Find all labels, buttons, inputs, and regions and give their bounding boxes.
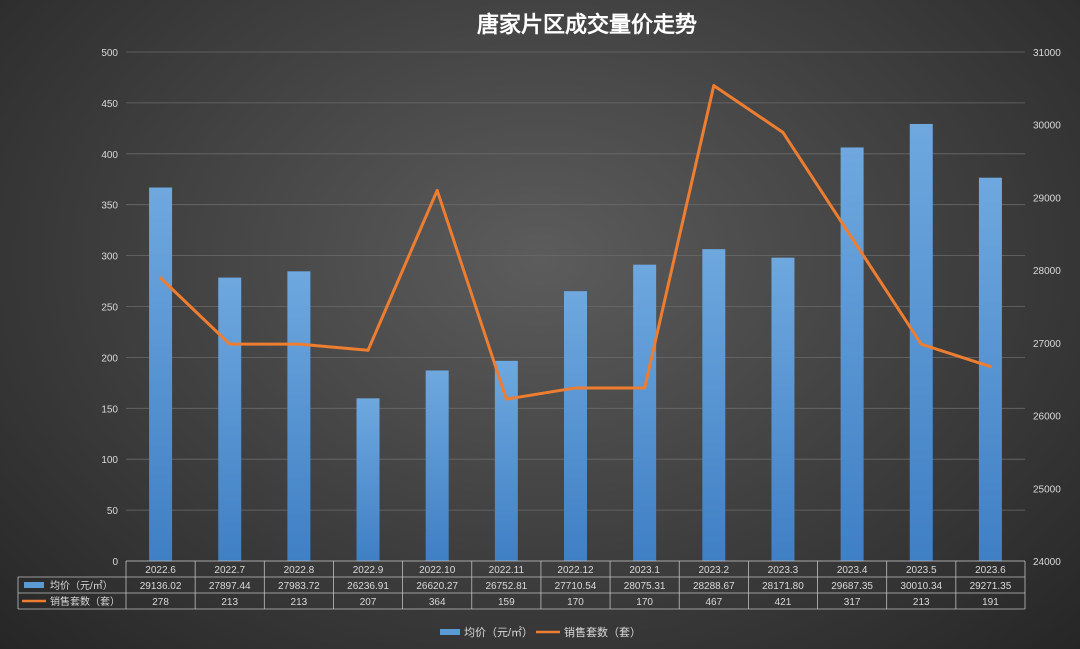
right-tick-7: 31000 [1033,48,1061,59]
left-tick-5: 250 [101,303,118,314]
table-series-name-line: 销售套数（套） [50,595,120,608]
category-label-1: 2022.7 [214,565,245,576]
price-value-2: 27983.72 [278,581,320,592]
price-value-9: 28171.80 [762,581,804,592]
category-label-2: 2022.8 [284,565,315,576]
price-value-5: 26752.81 [485,581,527,592]
bar-2023.3 [771,257,795,561]
count-value-2: 213 [291,597,308,608]
table-bar-key [24,582,44,588]
data-table: 2022.6 2022.7 2022.8 2022.9 2022.10 2022.11 20… [17,560,1026,610]
category-label-9: 2023.3 [768,565,799,576]
left-tick-2: 100 [101,455,118,466]
line-point-2022.6 [159,276,163,280]
bar-2022.9 [356,398,380,561]
category-label-7: 2023.1 [629,565,660,576]
left-tick-7: 350 [101,201,118,212]
category-label-12: 2023.6 [975,565,1006,576]
legend-bar-key [440,629,460,635]
left-tick-6: 300 [101,252,118,263]
price-value-11: 30010.34 [900,581,942,592]
left-axis: 0 50 100 150 200 250 300 350 400 450 500 [101,48,118,568]
category-label-10: 2023.4 [837,565,868,576]
count-value-3: 207 [360,597,377,608]
legend: 均价（元/㎡） 销售套数（套） [440,625,641,639]
right-tick-0: 24000 [1033,557,1061,568]
bar-2023.4 [840,147,864,561]
line-series [159,84,992,401]
count-value-5: 159 [498,597,515,608]
category-label-5: 2022.11 [489,565,525,576]
chart-title: 唐家片区成交量价走势 [477,12,697,38]
category-label-6: 2022.12 [557,565,594,576]
legend-bar-label: 均价（元/㎡） [464,626,533,639]
bar-2022.12 [564,291,587,561]
price-value-6: 27710.54 [555,581,597,592]
count-value-6: 170 [567,597,584,608]
left-tick-9: 450 [101,99,118,110]
bar-2022.8 [287,271,311,561]
bar-2022.6 [149,187,173,562]
right-tick-5: 29000 [1033,193,1061,204]
line-point-2022.11 [504,397,508,401]
price-value-3: 26236.91 [347,581,389,592]
count-value-8: 467 [705,597,722,608]
count-value-10: 317 [844,597,861,608]
category-label-4: 2022.10 [419,565,456,576]
line-point-2022.12 [574,386,577,390]
price-value-10: 29687.35 [831,581,873,592]
line-point-2023.5 [919,342,923,346]
right-tick-2: 26000 [1033,412,1061,423]
table-series-name-bar: 均价（元/㎡） [50,580,113,592]
right-tick-3: 27000 [1033,339,1061,350]
bar-series [149,123,1002,562]
line-point-2023.1 [643,386,647,390]
bar-2023.2 [702,249,726,562]
line-point-2022.9 [366,348,370,352]
price-value-4: 26620.27 [416,581,458,592]
right-tick-6: 30000 [1033,121,1061,132]
line-point-2023.4 [850,236,854,240]
left-tick-3: 150 [101,404,118,415]
right-axis: 24000 25000 26000 27000 28000 29000 30000 31000 [1033,48,1061,568]
category-label-8: 2023.2 [699,565,730,576]
category-label-3: 2022.9 [353,565,384,576]
count-value-9: 421 [775,597,792,608]
line-point-2022.7 [228,342,232,346]
left-tick-1: 50 [107,506,119,517]
count-value-4: 364 [429,597,446,608]
count-value-1: 213 [221,597,238,608]
count-value-0: 278 [152,597,169,608]
price-value-0: 29136.02 [140,581,182,592]
category-label-0: 2022.6 [145,565,176,576]
bar-2022.10 [425,370,449,561]
price-value-7: 28075.31 [624,581,666,592]
category-label-11: 2023.5 [906,565,937,576]
left-tick-0: 0 [112,557,118,568]
price-value-8: 28288.67 [693,581,735,592]
right-tick-1: 25000 [1033,484,1061,495]
price-value-1: 27897.44 [209,581,251,592]
count-value-11: 213 [913,597,930,608]
count-value-12: 191 [982,597,999,608]
line-point-2023.3 [781,130,785,134]
price-value-12: 29271.35 [970,581,1012,592]
left-tick-8: 400 [101,150,118,161]
bar-2022.7 [218,277,242,561]
count-value-7: 170 [636,597,653,608]
legend-line-label: 销售套数（套） [564,625,641,639]
line-point-2023.6 [988,365,992,369]
left-tick-10: 500 [101,48,118,59]
left-tick-4: 200 [101,353,118,364]
line-point-2022.10 [435,188,439,192]
bar-2022.11 [494,360,518,561]
line-point-2022.8 [297,342,301,346]
right-tick-4: 28000 [1033,266,1061,277]
bar-2023.1 [633,264,657,561]
bar-2023.6 [978,177,1002,561]
line-point-2023.2 [712,84,716,88]
